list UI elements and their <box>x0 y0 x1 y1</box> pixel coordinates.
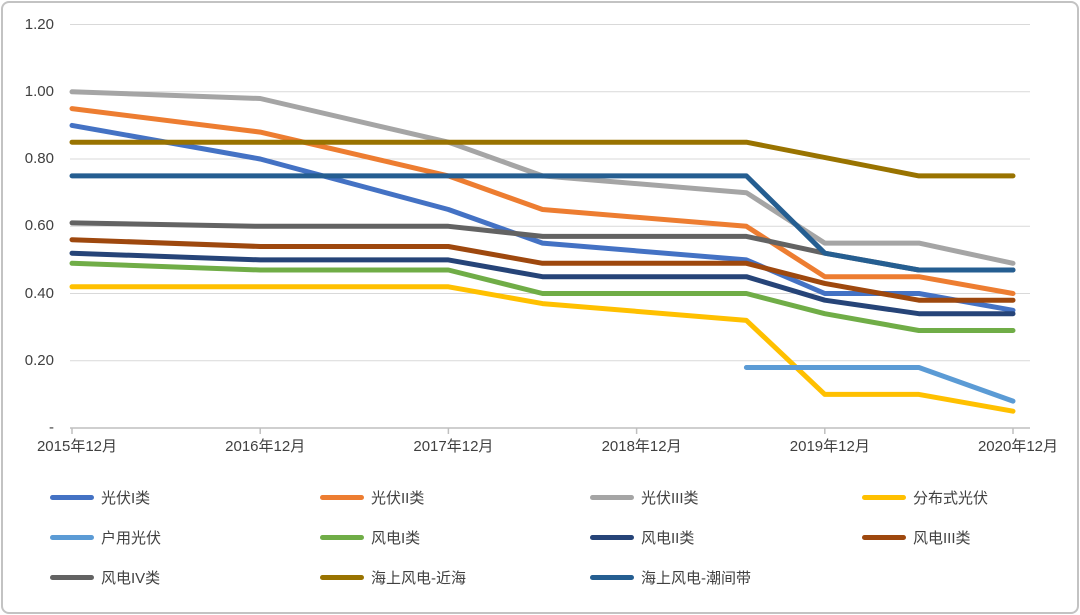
series-line-海上风电-潮间带 <box>69 173 1016 273</box>
legend-line-icon <box>320 494 364 500</box>
legend-item-户用光伏: 户用光伏 <box>50 528 162 547</box>
x-tick-label: 2016年12月 <box>225 438 306 455</box>
legend-item-风电III类: 风电III类 <box>862 528 971 547</box>
legend-line-icon <box>590 534 634 540</box>
legend-line-icon <box>320 534 364 540</box>
series-line-海上风电-近海 <box>69 139 1016 179</box>
y-tick-label: 0.40 <box>24 284 54 302</box>
legend-item-海上风电-近海: 海上风电-近海 <box>320 568 466 587</box>
x-tick-label: 2018年12月 <box>601 438 682 455</box>
series-line-风电III类 <box>69 237 1016 303</box>
series-line-风电II类 <box>69 250 1016 317</box>
legend-label: 风电III类 <box>913 529 971 547</box>
series-line-分布式光伏 <box>69 284 1016 414</box>
legend-label: 户用光伏 <box>101 529 162 547</box>
legend-line-icon <box>862 534 906 540</box>
legend-line-icon <box>862 494 906 500</box>
legend-line-icon <box>320 574 364 580</box>
legend-line-icon <box>590 494 634 500</box>
y-tick-label: 1.00 <box>24 82 54 100</box>
legend-item-风电II类: 风电II类 <box>590 528 695 547</box>
y-tick-label: 0.80 <box>24 150 54 168</box>
legend-label: 光伏I类 <box>101 489 151 507</box>
series-line-光伏II类 <box>69 106 1016 296</box>
legend-label: 分布式光伏 <box>913 489 989 507</box>
legend-item-光伏III类: 光伏III类 <box>590 488 699 507</box>
series-line-风电I类 <box>69 260 1016 333</box>
legend-line-icon <box>50 574 94 580</box>
y-tick-label: 0.60 <box>24 217 54 235</box>
x-tick-label: 2019年12月 <box>789 438 870 455</box>
y-tick-label: 0.20 <box>24 351 54 369</box>
chart-svg <box>69 24 1030 434</box>
legend-line-icon <box>50 534 94 540</box>
series-line-户用光伏 <box>743 365 1016 404</box>
legend-item-光伏II类: 光伏II类 <box>320 488 425 507</box>
x-tick-label: 2015年12月 <box>36 438 118 455</box>
legend-item-风电IV类: 风电IV类 <box>50 568 161 587</box>
legend-item-海上风电-潮间带: 海上风电-潮间带 <box>590 568 751 587</box>
legend-label: 风电IV类 <box>101 569 161 587</box>
legend-item-光伏I类: 光伏I类 <box>50 488 151 507</box>
legend-label: 风电II类 <box>641 529 695 547</box>
x-tick-label: 2017年12月 <box>413 438 494 455</box>
legend-label: 光伏III类 <box>641 489 699 507</box>
legend-item-风电I类: 风电I类 <box>320 528 421 547</box>
legend-line-icon <box>50 494 94 500</box>
legend-item-分布式光伏: 分布式光伏 <box>862 488 989 507</box>
legend-label: 光伏II类 <box>371 489 425 507</box>
series-line-光伏III类 <box>69 89 1016 266</box>
series-line-光伏I类 <box>69 122 1016 313</box>
legend-label: 风电I类 <box>371 529 421 547</box>
legend-label: 海上风电-潮间带 <box>641 569 751 587</box>
x-tick-label: 2020年12月 <box>977 438 1059 455</box>
y-tick-label: - <box>49 419 54 436</box>
y-tick-label: 1.20 <box>24 15 54 33</box>
legend-line-icon <box>590 574 634 580</box>
legend-label: 海上风电-近海 <box>371 569 466 587</box>
